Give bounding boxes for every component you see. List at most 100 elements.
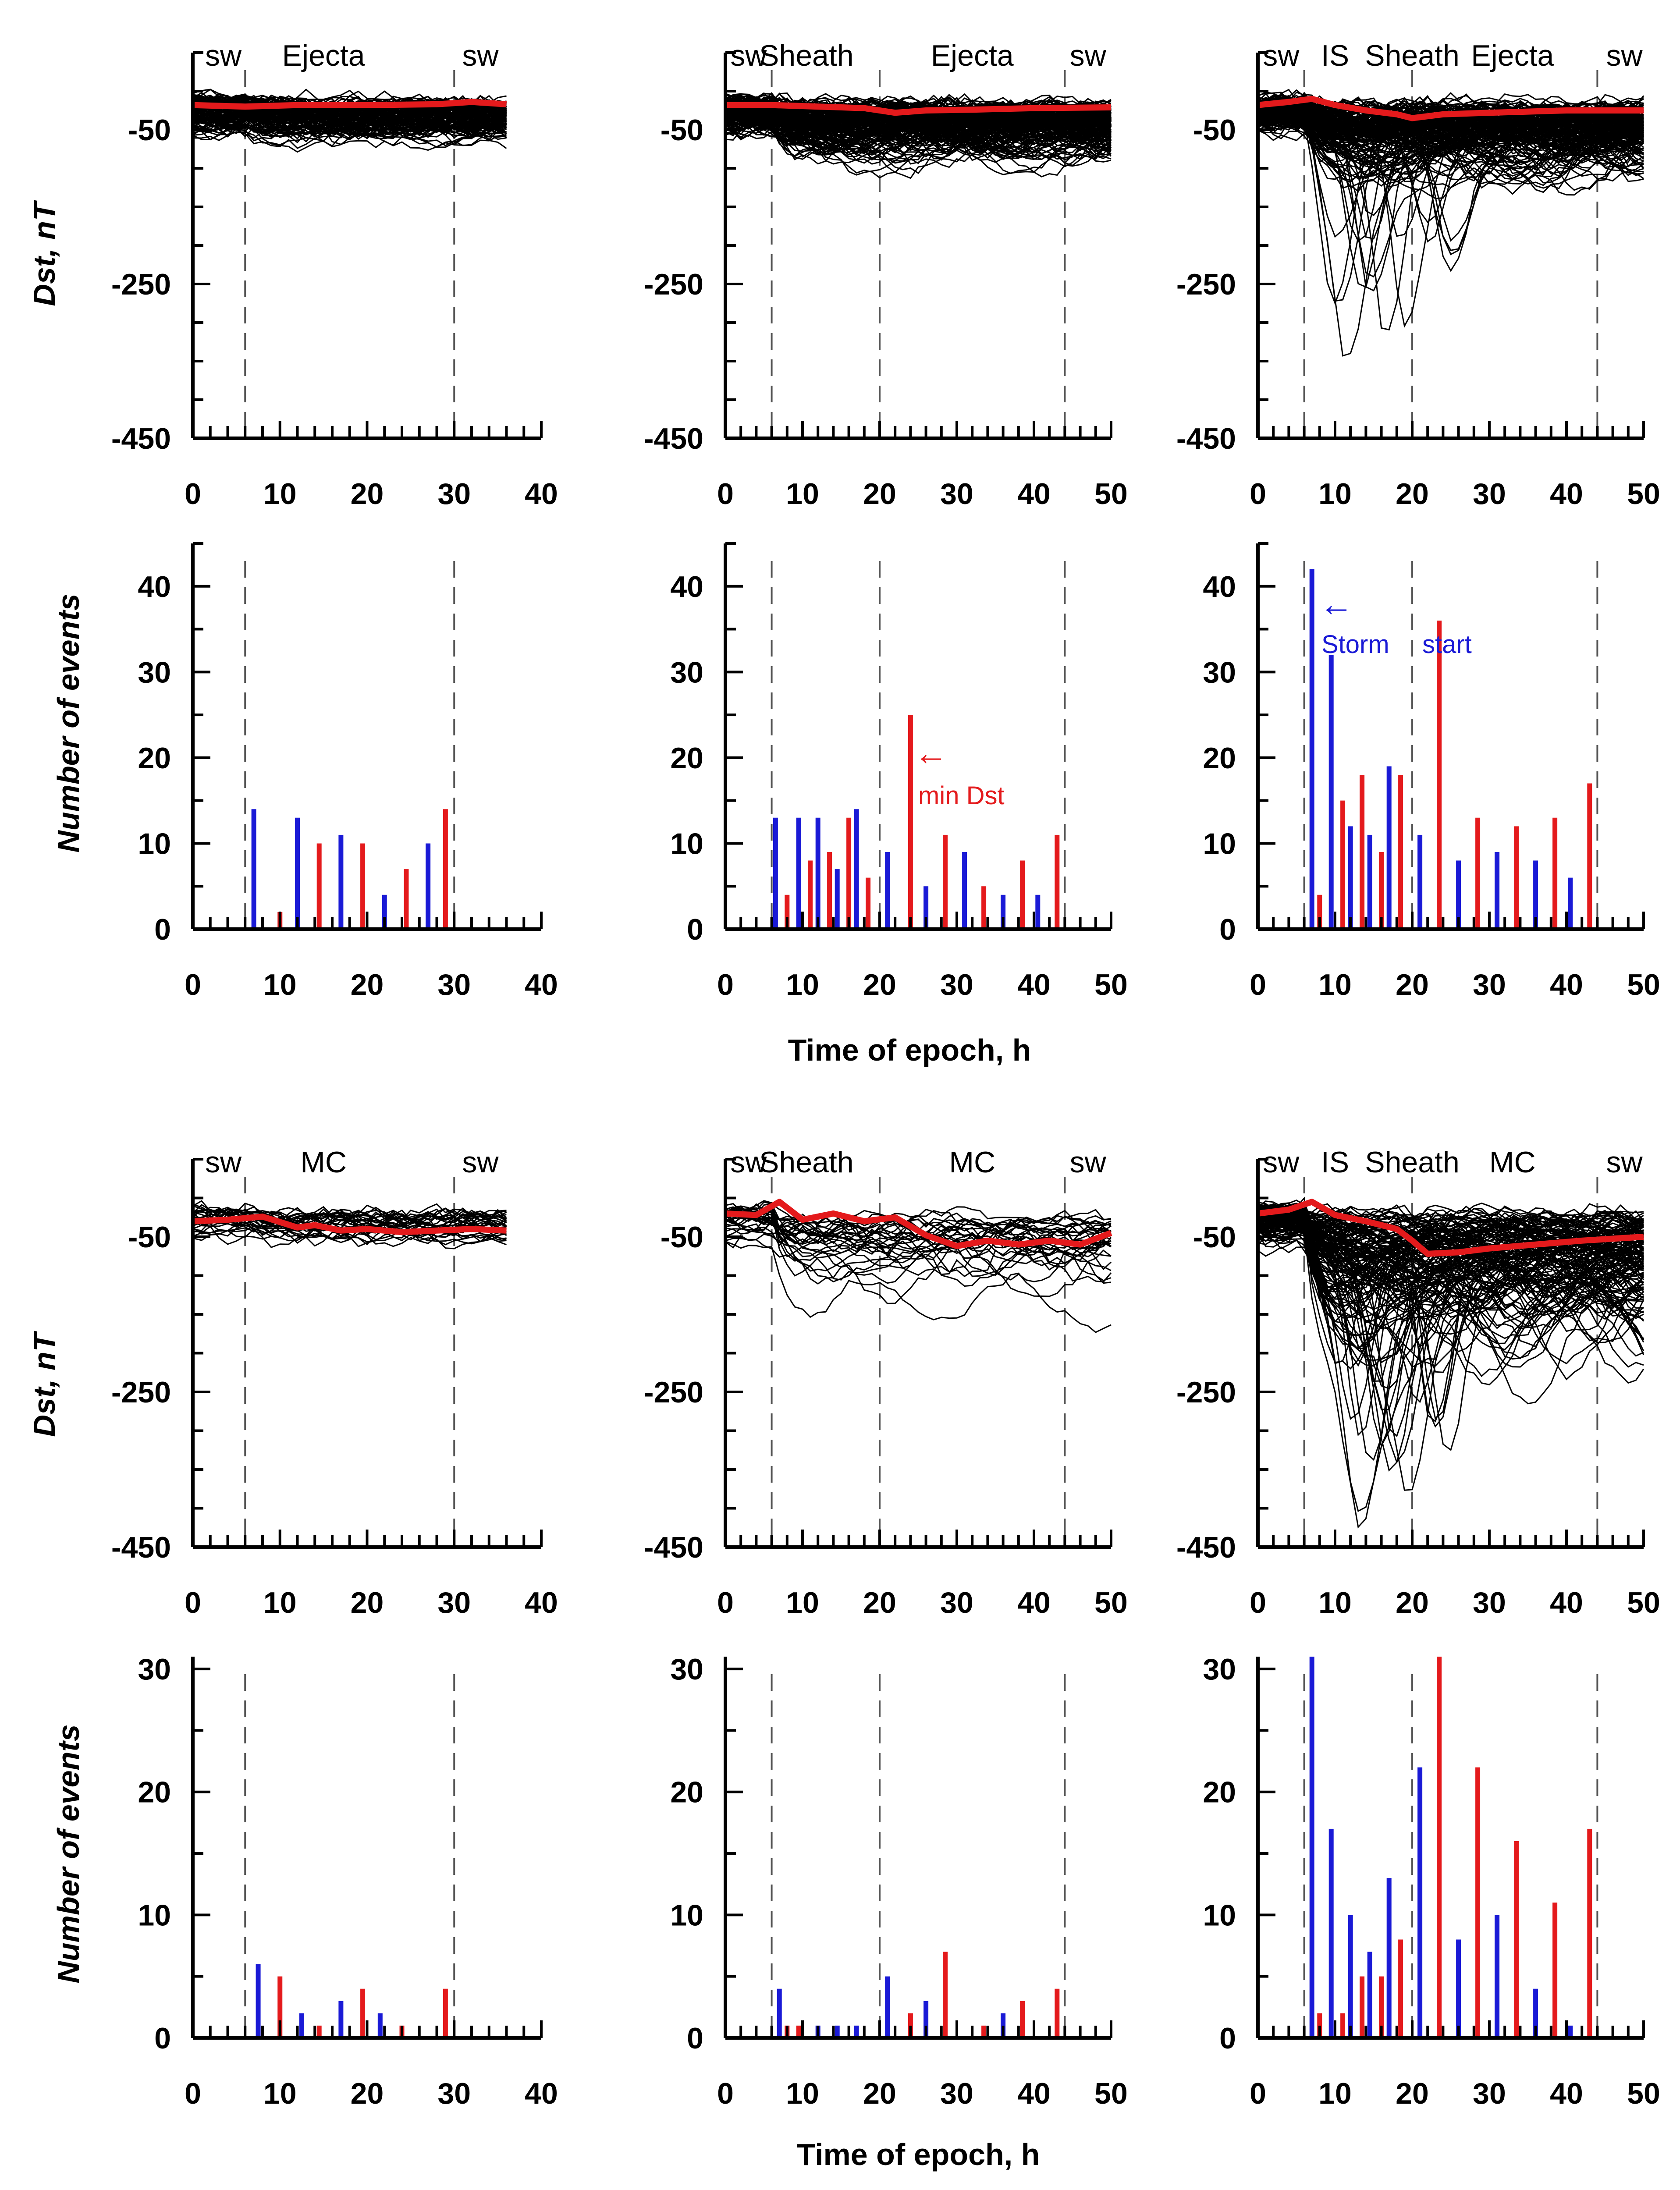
segment-label-sheath: Sheath xyxy=(1365,1146,1460,1179)
x-tick-label: 30 xyxy=(1473,477,1506,511)
x-tick-label: 50 xyxy=(1627,477,1660,511)
event-trace xyxy=(1257,1210,1644,1261)
panel-ejecta-line-0: sw Ejecta sw 0 10 20 30 40 -50 -250 -450 xyxy=(111,39,558,511)
event-trace xyxy=(1257,1216,1644,1236)
x-tick-label: 40 xyxy=(1550,968,1583,1001)
x-tick-label: 20 xyxy=(351,477,384,511)
event-trace xyxy=(725,125,1112,168)
x-tick-label: 0 xyxy=(185,968,201,1001)
x-label-top: Time of epoch, h xyxy=(788,1033,1031,1067)
x-tick-label: 0 xyxy=(185,477,201,511)
y-tick-label: -250 xyxy=(1176,268,1236,301)
segment-label-ejecta: Ejecta xyxy=(931,39,1014,72)
x-tick-label: 20 xyxy=(351,2077,384,2110)
event-trace xyxy=(1257,103,1644,148)
event-trace xyxy=(1257,1215,1644,1273)
mean-dst-curve xyxy=(192,1214,507,1235)
event-trace xyxy=(1257,103,1644,237)
event-trace xyxy=(725,95,1112,138)
segment-label-mc: MC xyxy=(300,1146,347,1179)
y-tick-label: 10 xyxy=(1203,827,1236,860)
event-trace xyxy=(1257,1207,1644,1238)
event-trace xyxy=(725,118,1112,139)
y-tick-label: -50 xyxy=(128,1221,171,1254)
x-tick-label: 0 xyxy=(717,968,734,1001)
x-tick-label: 0 xyxy=(1250,2077,1266,2110)
y-tick-label: 10 xyxy=(670,1899,703,1932)
y-tick-label: 20 xyxy=(670,742,703,775)
x-tick-label: 10 xyxy=(786,477,819,511)
x-tick-label: 30 xyxy=(940,1586,973,1619)
segment-label-sw: sw xyxy=(205,39,242,72)
y-tick-label: -450 xyxy=(1176,422,1236,455)
event-trace xyxy=(725,108,1112,137)
event-trace xyxy=(725,1206,1112,1265)
x-tick-label: 0 xyxy=(717,2077,734,2110)
y-tick-label: 0 xyxy=(154,2022,171,2055)
event-trace xyxy=(1257,104,1644,127)
event-trace xyxy=(1257,101,1644,182)
x-tick-label: 20 xyxy=(863,1586,896,1619)
event-trace xyxy=(1257,1202,1644,1224)
annotation-min-dst: ← min Dst xyxy=(914,734,1005,810)
x-tick-label: 0 xyxy=(1250,477,1266,511)
y-tick-label: 0 xyxy=(1219,2022,1236,2055)
event-trace xyxy=(1257,100,1644,238)
x-tick-label: 40 xyxy=(525,2077,558,2110)
event-trace xyxy=(1257,1222,1644,1529)
y-tick-label: 40 xyxy=(138,570,171,603)
event-trace xyxy=(1257,99,1644,182)
x-tick-label: 10 xyxy=(786,1586,819,1619)
x-tick-label: 0 xyxy=(185,1586,201,1619)
event-trace xyxy=(725,1201,1112,1281)
segment-label-mc: MC xyxy=(1489,1146,1536,1179)
x-tick-label: 20 xyxy=(863,968,896,1001)
x-tick-label: 30 xyxy=(1473,1586,1506,1619)
x-tick-label: 40 xyxy=(1550,477,1583,511)
x-tick-label: 0 xyxy=(1250,968,1266,1001)
x-tick-label: 40 xyxy=(525,477,558,511)
y-tick-label: -50 xyxy=(128,114,171,147)
panel-mc-bar-0: 0 10 20 30 40 0 10 20 30 xyxy=(138,1653,558,2110)
x-tick-label: 10 xyxy=(1318,1586,1352,1619)
event-trace xyxy=(725,1206,1111,1228)
y-tick-label: 30 xyxy=(138,1653,171,1686)
segment-label-sw: sw xyxy=(730,1146,767,1179)
x-tick-label: 50 xyxy=(1094,477,1128,511)
x-tick-label: 20 xyxy=(1396,1586,1429,1619)
mean-dst-curve xyxy=(725,1199,1112,1249)
x-tick-label: 10 xyxy=(1318,2077,1352,2110)
y-tick-label: 20 xyxy=(1203,1776,1236,1809)
x-tick-label: 20 xyxy=(1396,477,1429,511)
y-tick-label: -250 xyxy=(644,268,703,301)
event-trace xyxy=(1257,1210,1644,1377)
y-label-count-top: Number of events xyxy=(51,593,85,852)
x-tick-label: 40 xyxy=(1550,2077,1583,2110)
event-trace xyxy=(1257,1222,1644,1428)
x-tick-label: 0 xyxy=(185,2077,201,2110)
storm-label: Storm xyxy=(1321,630,1389,659)
event-traces xyxy=(1257,89,1644,357)
y-tick-label: -250 xyxy=(111,268,171,301)
mean-dst-curve xyxy=(192,99,507,110)
y-tick-label: 30 xyxy=(1203,1653,1236,1686)
min-dst-label: min Dst xyxy=(918,781,1005,810)
x-tick-label: 30 xyxy=(940,477,973,511)
segment-label-sw: sw xyxy=(205,1146,242,1179)
y-tick-label: -50 xyxy=(1193,1221,1236,1254)
x-tick-label: 40 xyxy=(1017,477,1051,511)
x-tick-label: 10 xyxy=(786,968,819,1001)
y-label-dst-top: Dst, nT xyxy=(27,200,61,306)
x-tick-label: 30 xyxy=(437,1586,471,1619)
event-trace xyxy=(1257,97,1644,140)
y-tick-label: 20 xyxy=(138,1776,171,1809)
mean-dst-curve xyxy=(1257,1199,1644,1257)
event-trace xyxy=(1257,108,1644,142)
event-trace xyxy=(1257,1213,1644,1512)
y-tick-label: -450 xyxy=(644,422,703,455)
segment-label-sheath: Sheath xyxy=(1365,39,1460,72)
event-traces xyxy=(192,1200,507,1249)
event-trace xyxy=(1257,1200,1644,1294)
y-tick-label: -450 xyxy=(1176,1531,1236,1564)
